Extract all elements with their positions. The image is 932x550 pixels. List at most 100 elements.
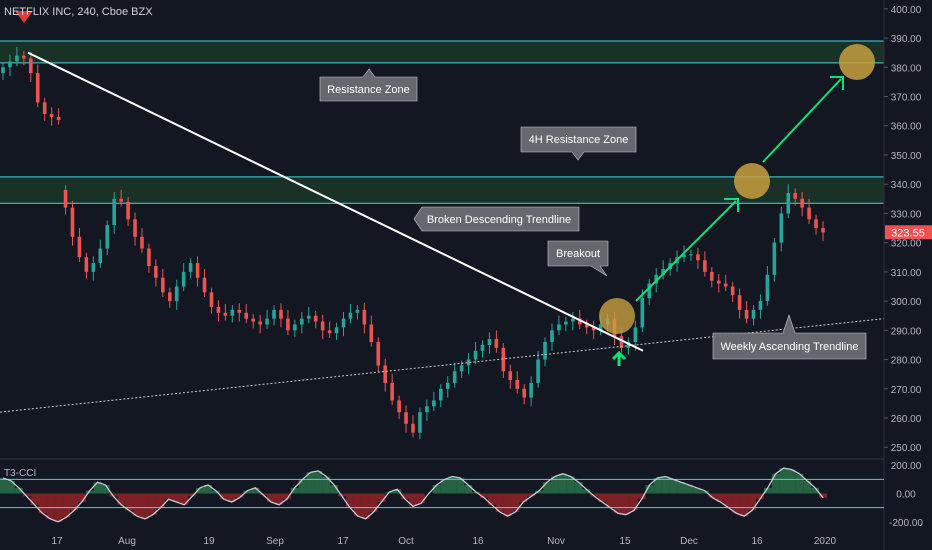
cci-bar [338, 493, 346, 497]
time-tick-label: 2020 [814, 536, 837, 547]
broken-descending-trendline [27, 51, 644, 352]
candle-body [244, 312, 249, 319]
candle-body [390, 382, 394, 401]
price-tick-label: 390.00 [891, 34, 922, 45]
cci-bar [669, 479, 678, 494]
candle-body [174, 286, 179, 302]
cci-bar [93, 482, 102, 494]
time-tick-label: 19 [203, 536, 215, 547]
candle-body [313, 315, 318, 322]
candle-body [661, 268, 665, 275]
cci-bar [409, 493, 417, 507]
cci-bar [740, 493, 749, 517]
cci-bar [621, 493, 630, 515]
cci-bar [535, 490, 544, 494]
cci-bar [6, 480, 15, 494]
cci-bar [456, 477, 465, 494]
breakout-label: Breakout [556, 248, 600, 260]
weekly-ascending-trendline-callout: Weekly Ascending Trendline [712, 314, 867, 360]
indicator-label: T3-CCI [4, 468, 37, 479]
candle-body [237, 309, 242, 313]
cci-bar [527, 493, 536, 497]
candle-body [411, 423, 415, 433]
candle-body [703, 260, 707, 272]
price-tick-label: 270.00 [891, 385, 922, 396]
candle-body [355, 309, 360, 313]
cci-bar [0, 477, 7, 494]
cci-tick-label: -200.00 [889, 518, 923, 529]
candle-body [147, 248, 151, 267]
cci-bar [361, 493, 370, 519]
cci-bar [322, 476, 331, 494]
time-tick-label: 16 [472, 536, 484, 547]
candle-body [140, 236, 144, 249]
cci-bar [345, 493, 354, 508]
cci-bar [724, 493, 733, 508]
cci-bar [196, 487, 205, 494]
cci-bar [101, 485, 110, 494]
candle-body [216, 306, 221, 313]
cci-bar [275, 493, 283, 505]
cci-bar [109, 493, 118, 497]
cci-bar [590, 493, 599, 497]
candle-body [35, 73, 40, 103]
candle-body [154, 266, 158, 278]
cci-bar [377, 493, 386, 502]
candle-body [710, 271, 714, 281]
cci-bar [290, 487, 299, 494]
candle-body [821, 228, 825, 233]
candle-body [63, 190, 68, 208]
cci-bar [519, 493, 528, 502]
cci-bar [133, 493, 141, 517]
candle-body [487, 339, 492, 345]
cci-bar [582, 489, 591, 494]
cci-bar [235, 493, 244, 498]
price-tick-label: 350.00 [891, 151, 922, 162]
4h-resistance-zone-label: 4H Resistance Zone [529, 134, 629, 146]
cci-bar [180, 493, 189, 505]
cci-bar [748, 493, 756, 511]
cci-bar [716, 493, 725, 502]
cci-bar [243, 490, 252, 494]
candle-body [529, 382, 533, 398]
candle-body [209, 292, 214, 307]
cci-bar [763, 487, 772, 494]
candle-body [133, 219, 137, 237]
candle-body [56, 116, 61, 120]
candle-body [369, 324, 374, 343]
candle-body [772, 242, 777, 275]
candle-body [22, 55, 26, 59]
candle-body [341, 318, 346, 328]
broken-descending-trendline-callout: Broken Descending Trendline [413, 206, 580, 232]
candle-body [633, 327, 638, 343]
price-tick-label: 280.00 [891, 356, 922, 367]
candle-body [98, 248, 103, 264]
candle-body [689, 254, 693, 256]
candle-body [230, 309, 235, 316]
candle-body [459, 365, 464, 372]
candle-body [306, 315, 311, 319]
cci-bar [432, 485, 441, 494]
candle-body [557, 324, 561, 331]
time-axis: 17 Aug 19 Sep 17 Oct 16 Nov 15 Dec 16 2020 [51, 536, 836, 547]
time-tick-label: Dec [680, 536, 698, 547]
candle-body [536, 359, 540, 383]
candle-body [418, 412, 422, 433]
top-marker-icon [15, 11, 33, 23]
breakout-up-arrow-icon [611, 350, 627, 366]
cci-bar [700, 490, 709, 494]
cci-bar [811, 487, 820, 494]
candle-body [49, 114, 54, 117]
candle-body [320, 321, 325, 331]
candles [1, 46, 825, 440]
cci-axis: 200.00 0.00 -200.00 [889, 461, 923, 529]
candle-body [432, 400, 436, 407]
candle-body [258, 321, 262, 325]
cci-bar [369, 493, 378, 512]
price-tick-label: 300.00 [891, 297, 922, 308]
cci-bar [314, 470, 323, 494]
candle-body [286, 318, 290, 331]
cci-bar [487, 493, 496, 505]
4h-target-circle [734, 163, 770, 199]
